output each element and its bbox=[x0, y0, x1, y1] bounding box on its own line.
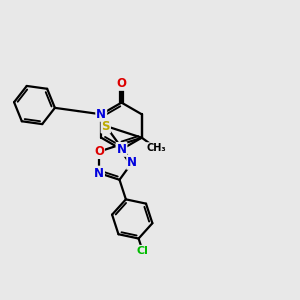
Text: S: S bbox=[101, 119, 110, 133]
Text: N: N bbox=[96, 108, 106, 121]
Text: CH₃: CH₃ bbox=[146, 143, 166, 153]
Text: O: O bbox=[116, 77, 127, 90]
Text: O: O bbox=[94, 145, 104, 158]
Text: N: N bbox=[127, 156, 137, 169]
Text: N: N bbox=[94, 167, 104, 180]
Text: Cl: Cl bbox=[136, 246, 148, 256]
Text: N: N bbox=[116, 143, 127, 156]
